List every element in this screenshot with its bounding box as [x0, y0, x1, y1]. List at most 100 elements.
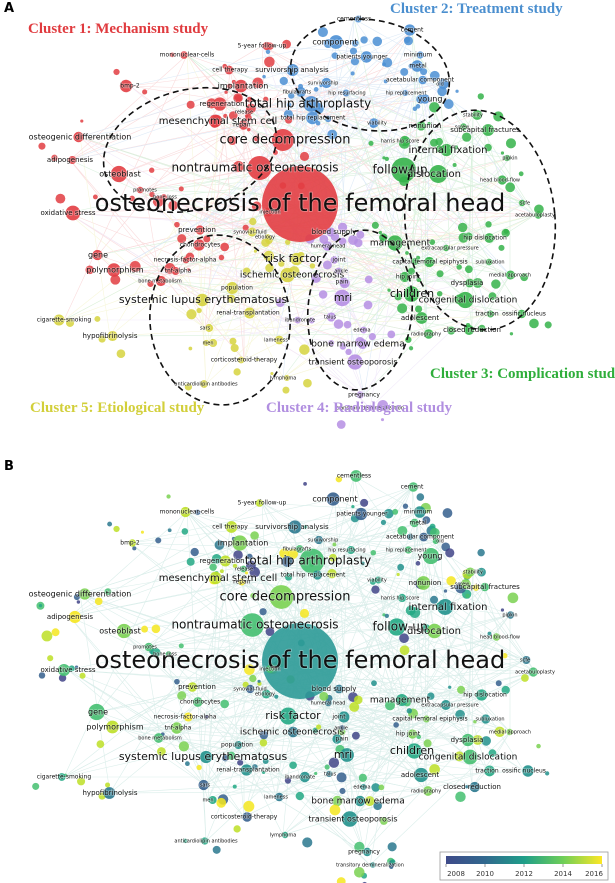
node: [461, 733, 474, 747]
minor-node: [295, 791, 305, 801]
minor-node: [436, 270, 444, 278]
minor-node: [393, 722, 399, 728]
node-label: anticardiolipin antibodies: [174, 382, 238, 388]
edge: [419, 79, 474, 116]
minor-node: [246, 553, 253, 560]
edge: [312, 117, 526, 204]
node: [326, 312, 336, 322]
node-label: cement: [401, 27, 424, 34]
minor-node: [177, 691, 187, 701]
edge: [338, 536, 421, 718]
edge: [282, 173, 435, 379]
minor-node: [392, 508, 399, 515]
node: [244, 307, 256, 319]
node: [198, 779, 209, 791]
minor-nodes: [38, 27, 552, 429]
edge: [63, 54, 188, 321]
node-label: gene: [88, 251, 108, 260]
node: [238, 120, 249, 130]
node: [321, 77, 332, 89]
node: [119, 79, 133, 93]
edge: [357, 313, 488, 345]
node-label: harris hip score: [381, 596, 420, 602]
node-label: pipkin: [502, 613, 517, 619]
node: [128, 539, 137, 547]
minor-node: [454, 145, 459, 150]
node: [79, 588, 91, 600]
node: [110, 165, 128, 183]
panel-letter: A: [4, 1, 14, 16]
edge: [204, 715, 294, 786]
minor-node: [351, 39, 359, 47]
node-label: hip dislocation: [463, 235, 507, 242]
edge: [353, 18, 419, 56]
edge: [63, 167, 256, 321]
node-label: oxidative stress: [41, 209, 96, 217]
node: [240, 764, 253, 776]
minor-node: [309, 263, 316, 269]
minor-node: [436, 290, 443, 297]
node-label: adolescent: [401, 314, 440, 322]
minor-node: [534, 204, 544, 215]
minor-node: [429, 239, 436, 245]
node-label: medial approach: [489, 730, 531, 736]
minor-node: [184, 383, 193, 391]
node: [103, 787, 116, 799]
minor-node: [545, 771, 550, 776]
node: [208, 795, 217, 805]
minor-node: [457, 685, 466, 694]
minor-node: [303, 525, 307, 529]
minor-node: [501, 685, 510, 695]
edge: [199, 701, 207, 842]
edge: [221, 103, 469, 301]
edge: [67, 669, 331, 775]
node: [245, 684, 255, 694]
minor-node: [397, 525, 408, 536]
minor-node: [285, 573, 293, 581]
edge: [69, 616, 421, 776]
minor-node: [406, 708, 412, 714]
minor-node: [488, 749, 497, 758]
edge: [264, 693, 468, 741]
node: [395, 694, 408, 706]
edge: [275, 299, 469, 341]
edge: [361, 571, 474, 788]
minor-node: [383, 79, 388, 84]
minor-node: [406, 533, 414, 540]
edge: [243, 56, 363, 113]
edge: [261, 45, 526, 204]
node-label: management: [370, 239, 431, 249]
edge: [296, 91, 451, 249]
node-label: mesenchymal stem cell: [159, 573, 278, 584]
edge: [342, 754, 488, 772]
node-label: hip replacement: [386, 91, 427, 97]
edge: [340, 727, 468, 741]
node-label: polymorphism: [86, 723, 143, 732]
node: [213, 97, 227, 111]
node: [116, 623, 132, 639]
node: [438, 78, 449, 90]
edge: [334, 498, 354, 820]
edge: [352, 586, 486, 820]
minor-node: [518, 171, 524, 177]
edge: [299, 671, 536, 778]
edge: [471, 731, 511, 788]
edge: [97, 103, 223, 256]
edge: [291, 69, 407, 94]
edge: [312, 117, 431, 263]
node-label: polymorphism: [86, 266, 143, 275]
minor-node: [487, 631, 492, 636]
edge: [357, 129, 486, 345]
node: [68, 610, 81, 624]
node-label: hypofibrinolysis: [82, 332, 137, 340]
minor-node: [316, 724, 322, 730]
edge: [144, 646, 161, 739]
edge: [449, 247, 511, 276]
edge: [471, 274, 511, 331]
edge: [63, 597, 401, 778]
edge: [447, 606, 536, 673]
edge: [342, 261, 431, 299]
edge: [202, 120, 219, 301]
node: [346, 545, 355, 555]
node-label: nontraumatic osteonecrosis: [171, 161, 338, 175]
